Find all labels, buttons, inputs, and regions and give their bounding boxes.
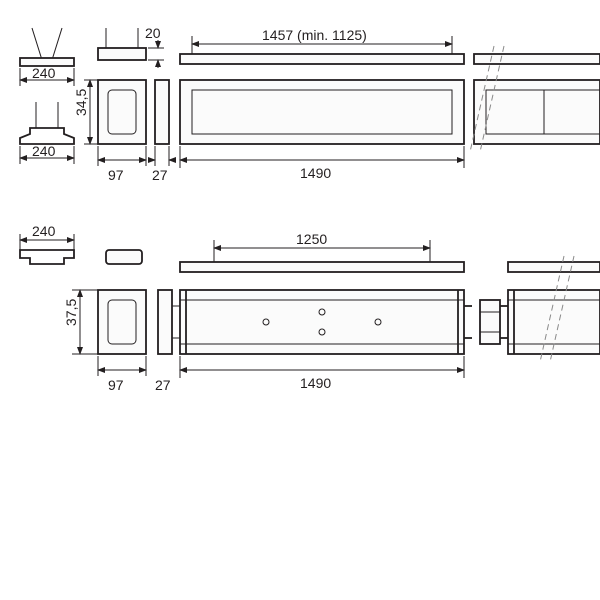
dim-h34-5: 34,5 (73, 80, 98, 144)
dim-240-a: 240 (32, 65, 56, 81)
technical-drawing: 240 240 20 34,5 (0, 0, 600, 600)
dim-h20: 20 (145, 25, 164, 68)
rail-segment2-top (470, 46, 600, 152)
top-cap-profile (98, 28, 146, 60)
plan-box-bot (98, 290, 146, 354)
svg-text:27: 27 (155, 377, 171, 393)
dim-1490-top: 1490 (180, 146, 464, 181)
dim-1490-bot: 1490 (180, 356, 464, 391)
svg-text:1250: 1250 (296, 231, 327, 247)
dim-97-top: 97 (98, 146, 146, 183)
rail2-top-bar (180, 262, 464, 272)
svg-text:1490: 1490 (300, 165, 331, 181)
svg-text:34,5: 34,5 (73, 89, 89, 116)
svg-text:1490: 1490 (300, 375, 331, 391)
dim-240-b: 240 (32, 143, 56, 159)
svg-text:1457 (min. 1125): 1457 (min. 1125) (262, 27, 367, 43)
rail-frame-top (180, 80, 464, 144)
plan-box-top (98, 80, 146, 144)
rail-segment2-bot (500, 256, 600, 362)
svg-text:97: 97 (108, 377, 124, 393)
svg-text:20: 20 (145, 25, 161, 41)
flat-mount-icon: 240 (20, 223, 74, 264)
dim-97-bot: 97 (98, 356, 146, 393)
dim-240-c: 240 (32, 223, 56, 239)
svg-text:27: 27 (152, 167, 168, 183)
endcap-top: 27 (148, 80, 176, 183)
rail-top-bar (180, 54, 464, 64)
svg-text:37,5: 37,5 (63, 299, 79, 326)
rail-connector (480, 300, 500, 344)
dim-1250: 1250 (214, 231, 430, 262)
rail-frame-bot (180, 290, 472, 354)
svg-text:97: 97 (108, 167, 124, 183)
connector-cap (106, 250, 142, 264)
dim-h37-5: 37,5 (63, 290, 98, 354)
endcap-bot: 27 (155, 290, 180, 393)
pendant-wire-icon: 240 (20, 28, 74, 86)
dim-1457: 1457 (min. 1125) (192, 27, 452, 56)
pendant-bracket-icon: 240 (20, 102, 74, 164)
